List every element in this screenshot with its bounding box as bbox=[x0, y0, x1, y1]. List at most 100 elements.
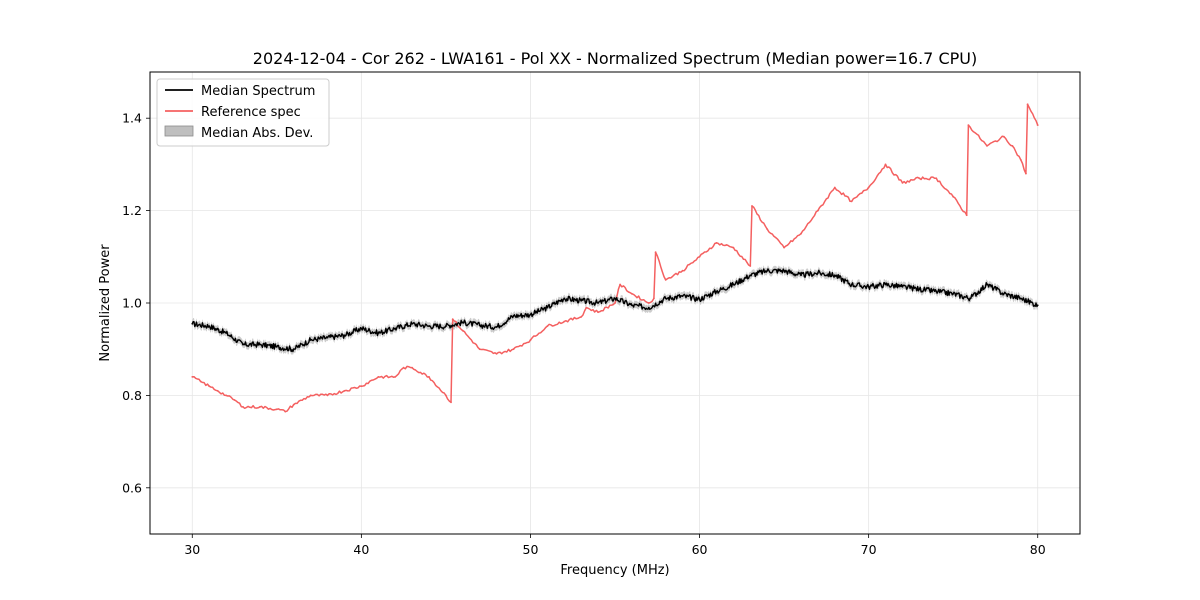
series-layer bbox=[191, 103, 1039, 413]
reference-spec-point bbox=[394, 376, 397, 378]
reference-spec-point bbox=[216, 389, 219, 392]
reference-spec-point bbox=[450, 401, 452, 404]
median-spectrum-point bbox=[969, 297, 971, 300]
median-spectrum-point bbox=[681, 295, 684, 297]
median-spectrum-point bbox=[698, 298, 701, 301]
reference-spec-point bbox=[233, 399, 236, 401]
median-spectrum-point bbox=[1036, 304, 1039, 307]
y-axis-label: Normalized Power bbox=[98, 244, 113, 362]
median-spectrum-point bbox=[986, 283, 988, 286]
median-spectrum-point bbox=[377, 332, 380, 334]
legend-box bbox=[156, 78, 330, 147]
reference-spec-point bbox=[664, 279, 667, 281]
median-spectrum-point bbox=[952, 292, 955, 295]
median-spectrum-point bbox=[394, 327, 397, 330]
median-spectrum-point bbox=[901, 285, 904, 288]
reference-spec-point bbox=[242, 406, 244, 408]
legend-swatch-median-abs-dev bbox=[164, 125, 194, 137]
median-spectrum-point bbox=[749, 274, 752, 277]
reference-spec-point bbox=[512, 348, 515, 351]
y-tick-label: 1.4 bbox=[122, 111, 142, 126]
median-spectrum-point bbox=[428, 325, 430, 327]
median-spectrum-point bbox=[1003, 292, 1005, 295]
x-tick-label: 50 bbox=[523, 542, 539, 557]
median-spectrum-point bbox=[867, 285, 870, 288]
x-tick-label: 60 bbox=[692, 542, 708, 557]
reference-spec-point bbox=[259, 406, 261, 408]
reference-spec-point bbox=[451, 318, 454, 321]
median-spectrum-point bbox=[833, 274, 836, 277]
median-spectrum-point bbox=[800, 274, 802, 277]
median-spectrum-point bbox=[850, 283, 853, 286]
reference-spec-point bbox=[783, 246, 785, 249]
legend-label-reference-spec: Reference spec bbox=[201, 105, 301, 120]
legend-label-median-spectrum: Median Spectrum bbox=[201, 84, 315, 99]
reference-spec-point bbox=[326, 394, 329, 397]
median-spectrum-point bbox=[208, 325, 211, 327]
median-spectrum-point bbox=[614, 297, 616, 300]
median-spectrum-point bbox=[326, 336, 329, 339]
median-spectrum-point bbox=[495, 326, 498, 328]
median-spectrum-point bbox=[647, 306, 650, 309]
ticks: 30 40 50 60 70 80 0.6 0.8 1.0 1.2 1.4 bbox=[122, 111, 1046, 557]
x-tick-label: 80 bbox=[1030, 542, 1046, 557]
reference-spec-point bbox=[275, 408, 278, 411]
reference-spec-point bbox=[563, 320, 566, 323]
reference-spec-point bbox=[654, 251, 657, 254]
reference-spec-point bbox=[585, 306, 588, 309]
reference-spec-point bbox=[529, 339, 532, 341]
median-spectrum-point bbox=[242, 343, 244, 346]
reference-spec-point bbox=[619, 283, 621, 286]
reference-spec-point bbox=[428, 376, 430, 378]
reference-spec-point bbox=[965, 214, 968, 217]
median-spectrum-point bbox=[664, 297, 667, 300]
reference-spec-point bbox=[377, 376, 380, 378]
reference-spec-point bbox=[800, 232, 802, 235]
reference-spec-point bbox=[952, 195, 955, 198]
reference-spec-point bbox=[653, 297, 655, 300]
median-spectrum-point bbox=[783, 269, 785, 272]
reference-spec-point bbox=[681, 269, 684, 272]
reference-spec-point bbox=[967, 124, 970, 126]
x-tick-label: 30 bbox=[184, 542, 200, 557]
reference-spec-point bbox=[208, 385, 211, 388]
grid bbox=[150, 72, 1080, 534]
reference-spec-point bbox=[495, 352, 498, 355]
median-spectrum-point bbox=[546, 306, 549, 309]
median-spectrum-point bbox=[411, 322, 413, 325]
median-spectrum-point bbox=[884, 283, 887, 286]
y-tick-label: 0.6 bbox=[122, 480, 142, 495]
reference-spec-point bbox=[597, 311, 599, 314]
y-tick-label: 1.0 bbox=[122, 296, 142, 311]
reference-spec-point bbox=[935, 177, 938, 180]
reference-spec-point bbox=[1036, 124, 1039, 126]
median-spectrum-point bbox=[580, 299, 583, 302]
reference-spec-point bbox=[309, 394, 312, 397]
median-spectrum-point bbox=[631, 304, 633, 307]
median-spectrum-point bbox=[935, 290, 938, 293]
y-tick-label: 1.2 bbox=[122, 203, 142, 218]
reference-spec-point bbox=[751, 205, 753, 207]
reference-spec-point bbox=[631, 292, 633, 295]
x-tick-label: 40 bbox=[353, 542, 369, 557]
median-spectrum-point bbox=[1019, 297, 1022, 300]
reference-spec-point bbox=[546, 325, 549, 327]
median-spectrum-point bbox=[343, 334, 346, 337]
median-spectrum-point bbox=[766, 269, 769, 272]
reference-spec-point bbox=[402, 366, 405, 369]
reference-spec-point bbox=[850, 200, 853, 203]
reference-spec-point bbox=[833, 186, 836, 189]
reference-spec-point bbox=[360, 385, 363, 388]
median-spectrum-point bbox=[512, 315, 515, 317]
median-spectrum-point bbox=[309, 339, 312, 341]
reference-spec-point bbox=[478, 348, 481, 351]
reference-spec-point bbox=[749, 265, 752, 267]
legend-label-median-abs-dev: Median Abs. Dev. bbox=[201, 126, 313, 141]
reference-spec-point bbox=[867, 186, 870, 189]
median-spectrum-point bbox=[191, 322, 194, 325]
reference-spec-point bbox=[1025, 172, 1027, 175]
reference-spec-point bbox=[647, 302, 650, 304]
median-spectrum-point bbox=[817, 272, 819, 274]
median-spectrum-point bbox=[732, 283, 735, 286]
